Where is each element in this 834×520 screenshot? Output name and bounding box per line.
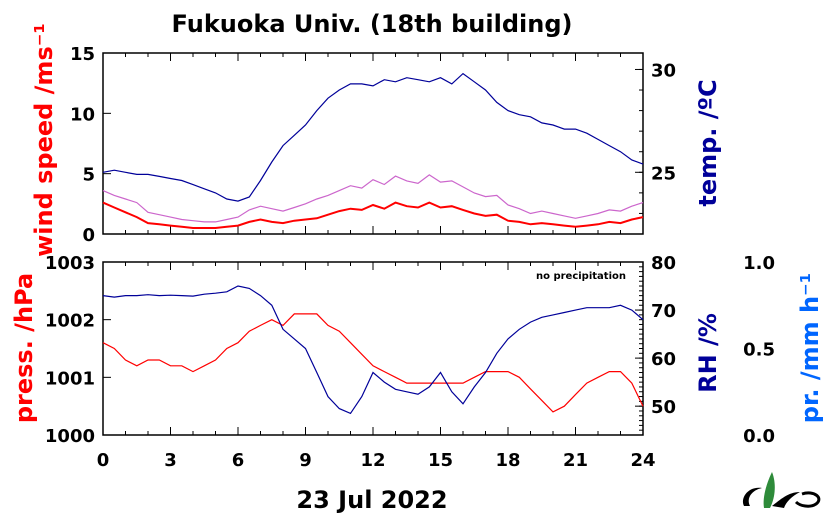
wind-speed-axis-label: wind speed /ms⁻¹ (30, 23, 58, 257)
y-right-tick-label: 30 (651, 60, 676, 81)
wind-temperature-panel: 0 5 10 15 25 30 wind speed /ms⁻¹ temp. /ºC (30, 23, 722, 257)
top-series-line-0 (102, 201, 644, 229)
y-left-tick-label: 1003 (45, 253, 95, 274)
y-right-tick-label: 60 (651, 349, 676, 370)
y-left-tick-label: 5 (82, 165, 95, 186)
x-tick-label: 12 (360, 450, 385, 471)
y-right-tick-label: 80 (651, 253, 676, 274)
bottom-series-line-0 (102, 313, 644, 413)
x-tick-label: 9 (299, 450, 312, 471)
x-tick-label: 6 (232, 450, 245, 471)
y-right-tick-label: 70 (651, 301, 676, 322)
precipitation-axis-label: pr. /mm h⁻¹ (796, 273, 824, 423)
bottom-series-line-1 (102, 285, 644, 415)
y-left-tick-label: 1000 (45, 426, 95, 447)
x-tick-label: 24 (630, 450, 655, 471)
y-left-tick-label: 15 (70, 44, 95, 65)
no-precipitation-note: no precipitation (536, 271, 626, 282)
x-tick-label: 0 (97, 450, 110, 471)
x-tick-label: 21 (563, 450, 588, 471)
y-right-tick-label: 50 (651, 397, 676, 418)
x-tick-label: 15 (428, 450, 453, 471)
y-precip-tick-label: 0.5 (743, 340, 775, 361)
y-precip-tick-label: 0.0 (743, 426, 775, 447)
top-plot-frame (102, 52, 644, 235)
y-left-tick-label: 1002 (45, 311, 95, 332)
x-tick-label: 18 (495, 450, 520, 471)
pressure-humidity-panel: 1000 1001 1002 1003 50 60 70 80 0.0 0.5 1.0 no pre… (10, 253, 824, 447)
y-left-tick-label: 1001 (45, 368, 95, 389)
rh-axis-label: RH /% (694, 313, 722, 393)
y-left-tick-label: 10 (70, 104, 95, 125)
mes-leaf-logo (742, 472, 821, 508)
y-precip-tick-label: 1.0 (743, 253, 775, 274)
top-series-line-1 (102, 174, 644, 223)
x-tick-label: 3 (164, 450, 177, 471)
top-series-line-2 (102, 72, 644, 202)
temperature-axis-label: temp. /ºC (694, 79, 722, 206)
chart-title: Fukuoka Univ. (18th building) (172, 10, 573, 38)
date-label: 23 Jul 2022 (296, 486, 447, 514)
y-right-tick-label: 25 (651, 163, 676, 184)
pressure-axis-label: press. /hPa (10, 273, 38, 423)
y-left-tick-label: 0 (82, 225, 95, 246)
bottom-plot-frame (102, 261, 644, 436)
